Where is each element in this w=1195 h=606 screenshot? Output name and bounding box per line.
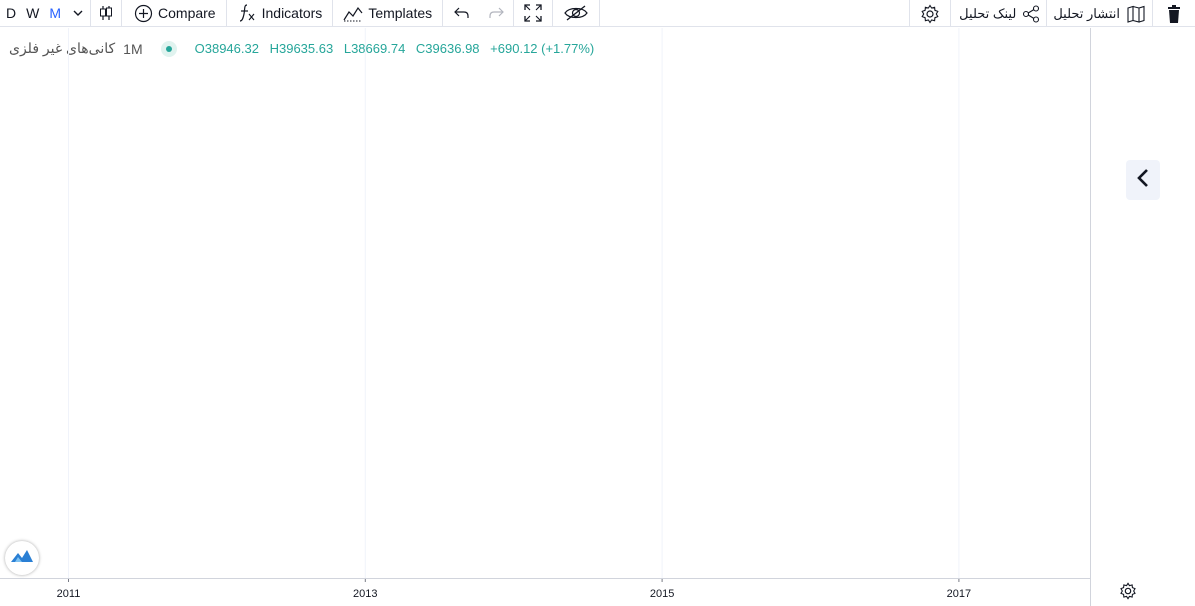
link-analysis-label: لینک تحلیل <box>959 5 1017 21</box>
toolbar-right-group: لینک تحلیل انتشار تحلیل <box>909 0 1195 27</box>
toolbar-divider <box>909 0 911 27</box>
resolution-label: 1M <box>123 40 143 57</box>
trash-icon[interactable] <box>1153 0 1195 27</box>
toolbar-divider <box>332 0 334 27</box>
redo-icon[interactable] <box>479 0 513 27</box>
collapse-panel-button[interactable] <box>1126 160 1160 200</box>
publish-analysis-label: انتشار تحلیل <box>1053 5 1120 21</box>
link-analysis-button[interactable]: لینک تحلیل <box>951 0 1046 27</box>
market-status-icon <box>160 40 177 57</box>
templates-label: Templates <box>368 5 433 21</box>
timeframe-w[interactable]: W <box>26 5 40 21</box>
fullscreen-icon[interactable] <box>514 0 552 27</box>
share-icon <box>1022 4 1040 23</box>
candles-icon[interactable] <box>91 0 121 27</box>
axes: 170000.00110000.0070000.0046000.0031000.… <box>0 28 1091 606</box>
low-value: L38669.74 <box>343 41 406 56</box>
top-toolbar: D W M Compare Indicators T <box>0 0 1195 27</box>
publish-icon <box>1126 5 1146 23</box>
toolbar-divider <box>121 0 123 27</box>
logo-badge[interactable] <box>5 541 39 575</box>
toolbar-divider <box>1152 0 1153 27</box>
indicators-button[interactable]: Indicators <box>227 0 333 27</box>
gear-icon[interactable] <box>910 0 950 27</box>
publish-analysis-button[interactable]: انتشار تحلیل <box>1047 0 1152 27</box>
chart-legend: کانی‌های غیر فلزی 1M O38946.32 H39635.63… <box>9 40 601 57</box>
grid <box>68 28 960 578</box>
chevron-left-icon <box>1136 168 1150 193</box>
indicators-label: Indicators <box>261 5 323 21</box>
toolbar-divider <box>442 0 444 27</box>
toolbar-divider <box>1046 0 1048 27</box>
toolbar-divider <box>552 0 554 27</box>
ohlc-values: O38946.32 H39635.63 L38669.74 C39636.98 … <box>195 41 602 56</box>
x-tick-label: 2011 <box>57 588 81 600</box>
plus-circle-icon <box>134 4 153 23</box>
templates-icon <box>343 4 363 22</box>
toolbar-divider <box>599 0 601 27</box>
compare-label: Compare <box>158 5 216 21</box>
templates-button[interactable]: Templates <box>333 0 442 27</box>
toolbar-divider <box>90 0 92 27</box>
toolbar-divider <box>950 0 952 27</box>
open-value: O38946.32 <box>194 41 259 56</box>
chevron-down-icon[interactable] <box>66 0 90 27</box>
price-chart[interactable]: 39636.98 170000.00110000.0070000.0046000… <box>0 28 1195 606</box>
fx-icon <box>239 3 257 23</box>
close-value: C39636.98 <box>415 41 480 56</box>
hide-eye-icon[interactable] <box>553 0 599 27</box>
compare-button[interactable]: Compare <box>122 0 226 27</box>
symbol-name[interactable]: کانی‌های غیر فلزی <box>9 40 116 56</box>
logo-icon <box>9 546 35 571</box>
gear-icon <box>1119 581 1137 605</box>
timeframe-m[interactable]: M <box>49 5 62 21</box>
timeframe-d[interactable]: D <box>6 5 17 21</box>
x-tick-label: 2013 <box>353 588 377 600</box>
change-value: +690.12 (+1.77%) <box>490 41 595 56</box>
x-tick-label: 2017 <box>947 588 971 600</box>
x-tick-label: 2015 <box>650 588 674 600</box>
toolbar-divider <box>225 0 227 27</box>
axis-settings-button[interactable] <box>1117 581 1139 605</box>
high-value: H39635.63 <box>269 41 334 56</box>
toolbar-divider <box>513 0 515 27</box>
undo-icon[interactable] <box>443 0 479 27</box>
